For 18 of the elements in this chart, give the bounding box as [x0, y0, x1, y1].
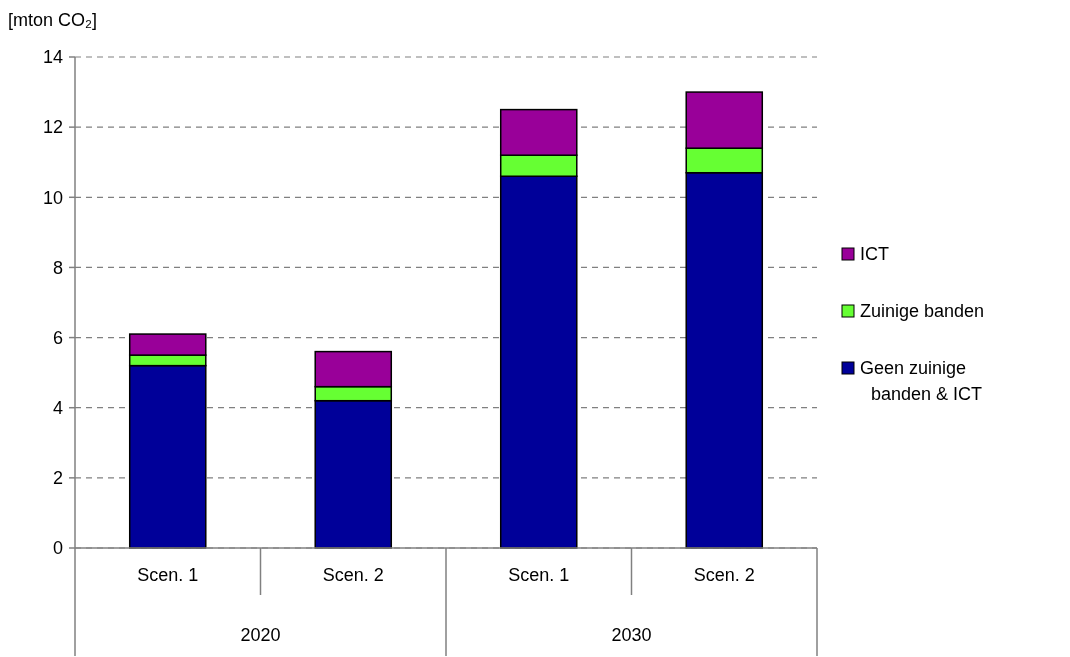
x-tick-label: Scen. 1 — [508, 565, 570, 585]
legend-label: Geen zuinige banden & ICT — [860, 358, 983, 404]
text: 2030 — [611, 625, 652, 645]
y-tick-label: 8 — [52, 257, 63, 278]
legend-label: Zuinige banden — [860, 301, 985, 322]
x-tick-label: Scen. 2 — [693, 565, 755, 585]
y-tick-label: 2 — [52, 468, 63, 489]
text: 2020 — [240, 625, 281, 645]
x-tick-label: Scen. 2 — [322, 565, 384, 585]
y-tick-label: 4 — [52, 398, 63, 419]
y-tick-label: 0 — [52, 538, 63, 559]
y-tick-label: 14 — [42, 47, 63, 68]
legend-label: ICT — [860, 244, 889, 265]
y-tick-label: 6 — [52, 327, 63, 348]
y-axis-title: [mton CO₂] — [8, 10, 98, 30]
y-tick-label: 12 — [42, 117, 63, 138]
y-tick-label: 10 — [42, 187, 63, 208]
x-tick-label: Scen. 1 — [137, 565, 199, 585]
